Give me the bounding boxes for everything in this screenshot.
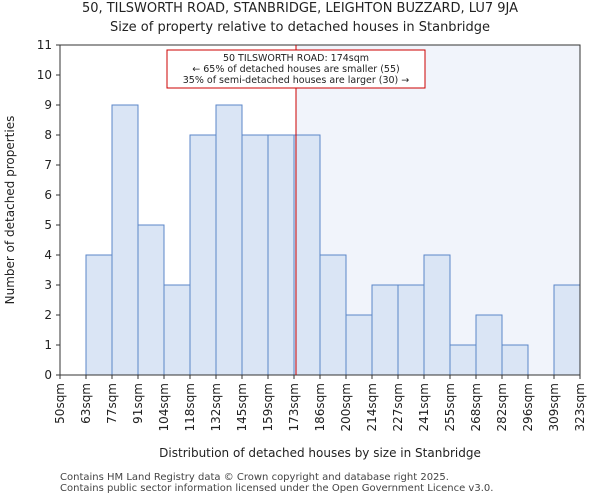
x-tick-label: 241sqm <box>417 383 431 431</box>
y-tick-label: 3 <box>44 278 52 292</box>
x-tick-label: 186sqm <box>313 383 327 431</box>
histogram-bar <box>163 284 191 376</box>
y-tick-label: 8 <box>44 128 52 142</box>
x-tick-label: 309sqm <box>547 383 561 431</box>
annotation-line: ← 65% of detached houses are smaller (55… <box>192 64 399 75</box>
histogram-bar <box>397 284 425 376</box>
x-tick-label: 323sqm <box>573 383 587 431</box>
y-tick-label: 11 <box>37 38 52 52</box>
x-tick-label: 104sqm <box>157 383 171 431</box>
chart-subtitle: Size of property relative to detached ho… <box>109 20 491 35</box>
footer-licence: Contains public sector information licen… <box>60 483 494 494</box>
x-tick-label: 214sqm <box>365 383 379 431</box>
x-tick-label: 296sqm <box>521 383 535 431</box>
x-tick-label: 77sqm <box>105 383 119 424</box>
x-tick-label: 91sqm <box>131 383 145 424</box>
histogram-bar <box>553 284 581 376</box>
histogram-bar <box>449 344 477 376</box>
annotation-line: 50 TILSWORTH ROAD: 174sqm <box>223 53 369 64</box>
histogram-bar <box>293 134 321 376</box>
x-tick-label: 268sqm <box>469 383 483 431</box>
y-tick-label: 1 <box>44 338 52 352</box>
annotation-line: 35% of semi-detached houses are larger (… <box>183 75 410 86</box>
y-tick-label: 4 <box>44 248 52 262</box>
footer-copyright: Contains HM Land Registry data © Crown c… <box>60 472 449 483</box>
x-tick-label: 145sqm <box>235 383 249 431</box>
x-tick-label: 132sqm <box>209 383 223 431</box>
y-tick-label: 5 <box>44 218 52 232</box>
histogram-bar <box>371 284 399 376</box>
histogram-bar <box>345 314 373 376</box>
histogram-bar <box>215 104 243 376</box>
y-tick-label: 0 <box>44 368 52 382</box>
histogram-bar <box>423 254 451 376</box>
y-axis-label: Number of detached properties <box>3 116 17 305</box>
histogram-bar <box>319 254 347 376</box>
histogram-bar <box>241 134 269 376</box>
x-tick-label: 63sqm <box>79 383 93 424</box>
x-tick-label: 282sqm <box>495 383 509 431</box>
x-tick-label: 200sqm <box>339 383 353 431</box>
x-tick-label: 227sqm <box>391 383 405 431</box>
histogram-bar <box>85 254 113 376</box>
histogram-bar <box>475 314 503 376</box>
histogram-bar <box>189 134 217 376</box>
y-tick-label: 10 <box>37 68 52 82</box>
histogram-bar <box>137 224 165 376</box>
x-axis-label: Distribution of detached houses by size … <box>159 446 481 460</box>
y-tick-label: 7 <box>44 158 52 172</box>
x-tick-label: 118sqm <box>183 383 197 431</box>
histogram-bar <box>267 134 295 376</box>
x-tick-label: 173sqm <box>287 383 301 431</box>
y-tick-label: 2 <box>44 308 52 322</box>
y-tick-label: 9 <box>44 98 52 112</box>
chart-title: 50, TILSWORTH ROAD, STANBRIDGE, LEIGHTON… <box>81 1 519 16</box>
histogram-bar <box>501 344 529 376</box>
annotation-box <box>166 49 426 89</box>
histogram-bar <box>111 104 139 376</box>
x-tick-label: 159sqm <box>261 383 275 431</box>
y-tick-label: 6 <box>44 188 52 202</box>
x-tick-label: 50sqm <box>53 383 67 424</box>
x-tick-label: 255sqm <box>443 383 457 431</box>
